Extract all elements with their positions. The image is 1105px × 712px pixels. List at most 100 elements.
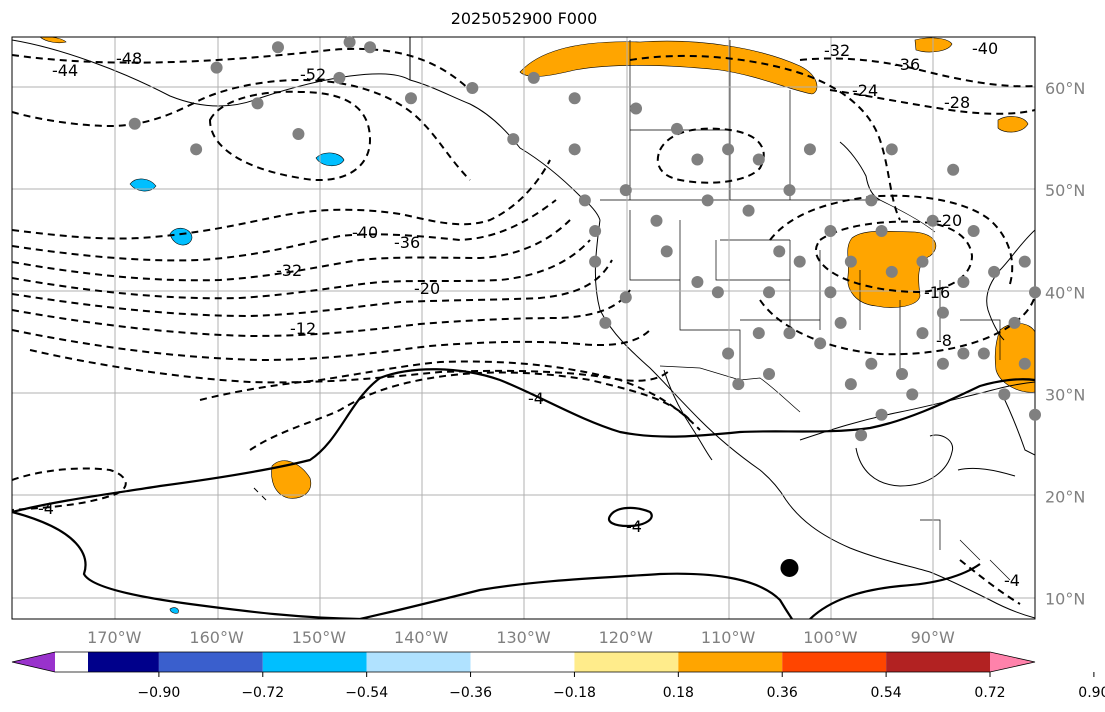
station-dot bbox=[507, 133, 520, 146]
anomaly-area-yukon bbox=[519, 40, 818, 95]
anomaly-area-hudson bbox=[997, 116, 1029, 133]
station-dot bbox=[875, 225, 888, 237]
station-dot bbox=[752, 153, 765, 166]
station-dot bbox=[844, 255, 857, 268]
station-dot bbox=[599, 316, 612, 329]
station-dot bbox=[292, 128, 305, 140]
station-dot bbox=[947, 163, 960, 176]
station-dot bbox=[793, 255, 806, 268]
latitude-tick-label: 20°N bbox=[1045, 487, 1085, 506]
station-dot bbox=[998, 388, 1011, 401]
contour-dashed-1 bbox=[12, 47, 471, 91]
colorbar-cell bbox=[88, 652, 159, 672]
contour-dashed-16 bbox=[629, 54, 901, 221]
longitude-tick-label: 170°W bbox=[87, 628, 142, 647]
contour-label: -4 bbox=[528, 389, 544, 408]
station-dot bbox=[742, 204, 755, 217]
contour-label: -16 bbox=[924, 283, 950, 302]
contour-zero-east bbox=[809, 563, 981, 619]
border-us-mexico bbox=[659, 365, 801, 413]
map-frame bbox=[11, 36, 1036, 620]
contour-label: -32 bbox=[824, 41, 850, 60]
station-dot bbox=[364, 41, 377, 54]
anomaly-area-appalachia bbox=[994, 323, 1035, 393]
station-dot bbox=[568, 92, 581, 105]
contour-label: -44 bbox=[52, 61, 78, 80]
station-dot bbox=[1008, 316, 1021, 329]
station-dot bbox=[660, 245, 673, 258]
station-dot bbox=[814, 337, 827, 350]
coastline-baja bbox=[663, 369, 713, 461]
contour-dashed-22 bbox=[959, 559, 1021, 605]
station-dot bbox=[773, 245, 786, 258]
station-dot bbox=[855, 429, 868, 442]
border-provinces bbox=[629, 40, 791, 200]
contour-zero-main bbox=[12, 368, 1035, 514]
colorbar-cell bbox=[366, 652, 471, 672]
colorbar-cell bbox=[158, 652, 263, 672]
station-dot bbox=[630, 102, 643, 115]
station-dot bbox=[916, 255, 929, 268]
coastline-west-coast bbox=[594, 219, 1035, 619]
station-dot bbox=[896, 367, 909, 380]
colorbar-cell bbox=[262, 652, 367, 672]
coastline-east bbox=[986, 229, 1035, 341]
station-dot bbox=[1029, 408, 1041, 421]
longitude-tick-label: 90°W bbox=[911, 628, 955, 647]
latitude-tick-label: 40°N bbox=[1045, 283, 1085, 302]
contour-dashed-11 bbox=[29, 349, 671, 384]
solid-contours bbox=[12, 368, 1035, 619]
colorbar-cell bbox=[782, 652, 887, 672]
station-dot bbox=[783, 184, 796, 197]
border-states-1 bbox=[629, 210, 821, 380]
contour-label: -8 bbox=[936, 331, 952, 350]
station-dot bbox=[691, 276, 704, 289]
station-dot bbox=[650, 214, 663, 227]
station-dot bbox=[711, 286, 724, 299]
station-dot bbox=[967, 225, 980, 237]
station-dot bbox=[691, 153, 704, 166]
coastline-cuba bbox=[957, 467, 1016, 477]
station-dot bbox=[670, 122, 683, 135]
latitude-tick-label: 50°N bbox=[1045, 181, 1085, 200]
contour-label: -24 bbox=[852, 81, 878, 100]
anomaly-area-hawaii bbox=[271, 460, 312, 499]
station-dot bbox=[936, 306, 949, 319]
longitude-tick-label: 140°W bbox=[394, 628, 449, 647]
contour-zero-south bbox=[12, 510, 793, 619]
colorbar-tick-label: −0.90 bbox=[137, 685, 180, 701]
station-dot bbox=[844, 378, 857, 391]
contour-label: -28 bbox=[944, 93, 970, 112]
contour-dashed-18 bbox=[769, 194, 1014, 285]
station-dot bbox=[824, 286, 837, 299]
station-dot bbox=[251, 97, 264, 110]
dashed-contours bbox=[12, 47, 1035, 605]
contour-label: -40 bbox=[352, 223, 378, 242]
contour-dashed-14 bbox=[12, 467, 127, 511]
anomaly-area-aleutian-1 bbox=[315, 152, 345, 167]
station-dot bbox=[926, 214, 939, 227]
station-dot bbox=[527, 71, 540, 84]
station-dot bbox=[1029, 286, 1041, 299]
gridlines bbox=[12, 37, 1035, 619]
colorbar-tick-label: 0.72 bbox=[974, 685, 1005, 701]
contour-dashed-12 bbox=[199, 360, 701, 431]
contour-label: -36 bbox=[894, 55, 920, 74]
colorbar-tick-label: −0.18 bbox=[553, 685, 596, 701]
station-dot bbox=[834, 316, 847, 329]
contour-zero-island bbox=[607, 506, 653, 528]
border-central-america bbox=[920, 519, 1011, 581]
longitude-tick-label: 160°W bbox=[189, 628, 244, 647]
station-dot bbox=[722, 143, 735, 156]
longitude-labels: 170°W 160°W 150°W 140°W 130°W 120°W 110°W 100°W… bbox=[87, 628, 955, 647]
contour-dashed-9 bbox=[12, 289, 631, 338]
station-dot bbox=[1018, 357, 1031, 370]
station-dot bbox=[343, 36, 356, 49]
station-dot bbox=[619, 291, 632, 304]
location-marker[interactable] bbox=[780, 558, 799, 577]
station-dot bbox=[466, 82, 479, 95]
colorbar-extend-high bbox=[990, 652, 1035, 672]
station-dot bbox=[190, 143, 203, 156]
station-dot bbox=[271, 41, 284, 54]
